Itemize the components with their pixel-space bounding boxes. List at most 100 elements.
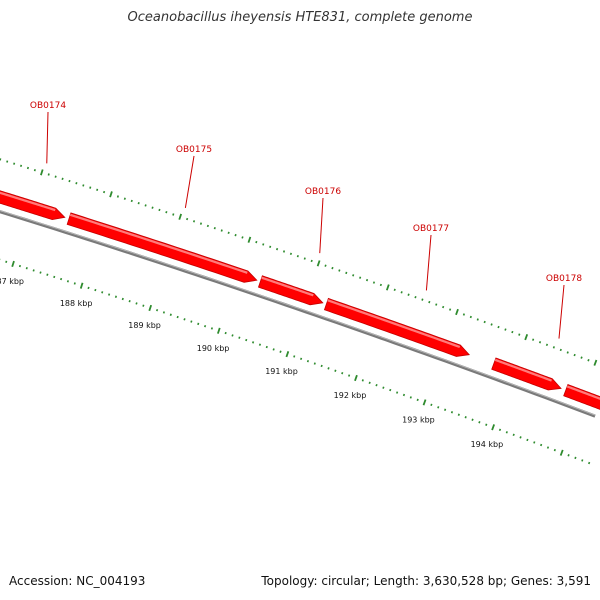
inner-minor-tick: [25, 267, 28, 270]
outer-minor-tick: [414, 295, 417, 299]
inner-major-tick: [216, 327, 221, 334]
gene-arrow[interactable]: [66, 212, 258, 283]
genome-backbone: [0, 209, 596, 418]
gene-track: [0, 190, 600, 416]
inner-minor-tick: [409, 396, 412, 399]
kbp-label-group: 187 kbp 188 kbp 189 kbp 190 kbp 191 kbp 192 k…: [0, 277, 503, 449]
gene-label[interactable]: OB0177: [413, 224, 449, 234]
inner-minor-tick: [300, 357, 303, 361]
inner-minor-tick: [60, 277, 63, 281]
inner-minor-tick: [457, 413, 460, 416]
accession-text: Accession: NC_004193: [9, 574, 146, 588]
inner-minor-tick: [176, 315, 179, 319]
inner-minor-tick: [190, 320, 193, 323]
inner-minor-tick: [416, 398, 419, 402]
outer-minor-tick: [435, 303, 438, 306]
outer-minor-tick: [372, 281, 376, 284]
outer-minor-tick: [255, 240, 258, 244]
gene-label[interactable]: OB0178: [546, 274, 582, 284]
outer-minor-tick: [89, 186, 92, 189]
outer-minor-tick: [324, 264, 327, 267]
outer-minor-tick: [580, 356, 583, 359]
inner-minor-tick: [87, 286, 90, 290]
outer-minor-tick: [587, 359, 590, 362]
outer-minor-tick: [462, 313, 466, 316]
inner-minor-tick: [464, 416, 467, 419]
outer-minor-tick: [82, 184, 85, 187]
inner-minor-tick: [73, 282, 76, 285]
inner-minor-tick: [5, 260, 8, 263]
kbp-label: 189 kbp: [128, 321, 161, 330]
outer-minor-tick: [469, 315, 472, 319]
inner-minor-tick: [128, 300, 131, 303]
inner-minor-tick: [553, 448, 556, 452]
gene-label[interactable]: OB0175: [176, 145, 212, 155]
inner-minor-tick: [567, 454, 570, 457]
outer-minor-tick: [186, 217, 189, 221]
gene-label[interactable]: OB0174: [30, 101, 66, 111]
gene-arrow[interactable]: [563, 384, 600, 416]
outer-minor-tick: [151, 206, 154, 209]
outer-minor-tick: [338, 269, 341, 272]
inner-tick-track: [0, 258, 591, 465]
outer-minor-tick: [490, 323, 493, 326]
inner-major-tick: [79, 282, 84, 289]
outer-minor-tick: [0, 158, 2, 161]
outer-minor-tick: [54, 175, 57, 178]
gene-leader-line: [184, 155, 195, 209]
outer-minor-tick: [33, 168, 36, 172]
kbp-label: 193 kbp: [402, 415, 435, 424]
outer-major-tick: [455, 308, 459, 316]
outer-minor-tick: [47, 173, 50, 176]
inner-major-tick: [491, 424, 495, 431]
kbp-label: 192 kbp: [334, 391, 367, 400]
outer-minor-tick: [483, 320, 486, 324]
outer-minor-tick: [497, 325, 500, 329]
outer-minor-tick: [379, 283, 382, 287]
outer-minor-tick: [532, 338, 535, 341]
outer-minor-tick: [213, 227, 216, 230]
gene-leader-line: [425, 234, 432, 291]
outer-minor-tick: [96, 188, 99, 192]
outer-minor-tick: [241, 236, 244, 239]
inner-minor-tick: [39, 271, 42, 274]
inner-minor-tick: [224, 331, 227, 335]
inner-minor-tick: [334, 369, 337, 372]
inner-minor-tick: [526, 438, 529, 442]
outer-major-tick: [524, 334, 529, 341]
inner-minor-tick: [197, 322, 200, 326]
inner-minor-tick: [512, 433, 515, 437]
outer-minor-tick: [13, 162, 16, 165]
gene-arrow-highlight: [261, 276, 314, 297]
gene-arrow-highlight: [566, 385, 600, 400]
outer-minor-tick: [199, 222, 203, 225]
outer-minor-tick: [19, 164, 23, 168]
outer-minor-tick: [393, 288, 396, 292]
outer-minor-tick: [26, 166, 30, 170]
gene-label[interactable]: OB0176: [305, 187, 341, 197]
inner-minor-tick: [46, 273, 49, 276]
outer-minor-tick: [116, 195, 119, 198]
outer-minor-tick: [331, 266, 334, 270]
gene-arrow-highlight: [494, 358, 552, 382]
outer-minor-tick: [352, 274, 355, 277]
inner-minor-tick: [94, 288, 97, 292]
outer-minor-tick: [206, 224, 209, 228]
inner-minor-tick: [252, 341, 255, 344]
inner-minor-tick: [471, 418, 474, 421]
inner-major-tick: [422, 399, 427, 406]
outer-minor-tick: [573, 353, 576, 357]
inner-minor-tick: [382, 386, 385, 389]
inner-minor-tick: [313, 362, 316, 365]
inner-major-tick: [11, 260, 15, 268]
gene-arrow-highlight: [69, 213, 248, 274]
inner-minor-tick: [505, 431, 508, 434]
inner-major-tick: [354, 374, 358, 382]
inner-minor-tick: [519, 436, 522, 439]
inner-minor-tick: [210, 327, 214, 330]
inner-minor-tick: [327, 367, 330, 370]
outer-major-tick: [109, 191, 113, 198]
outer-minor-tick: [269, 245, 272, 248]
inner-minor-tick: [478, 421, 481, 424]
outer-minor-tick: [192, 220, 196, 223]
